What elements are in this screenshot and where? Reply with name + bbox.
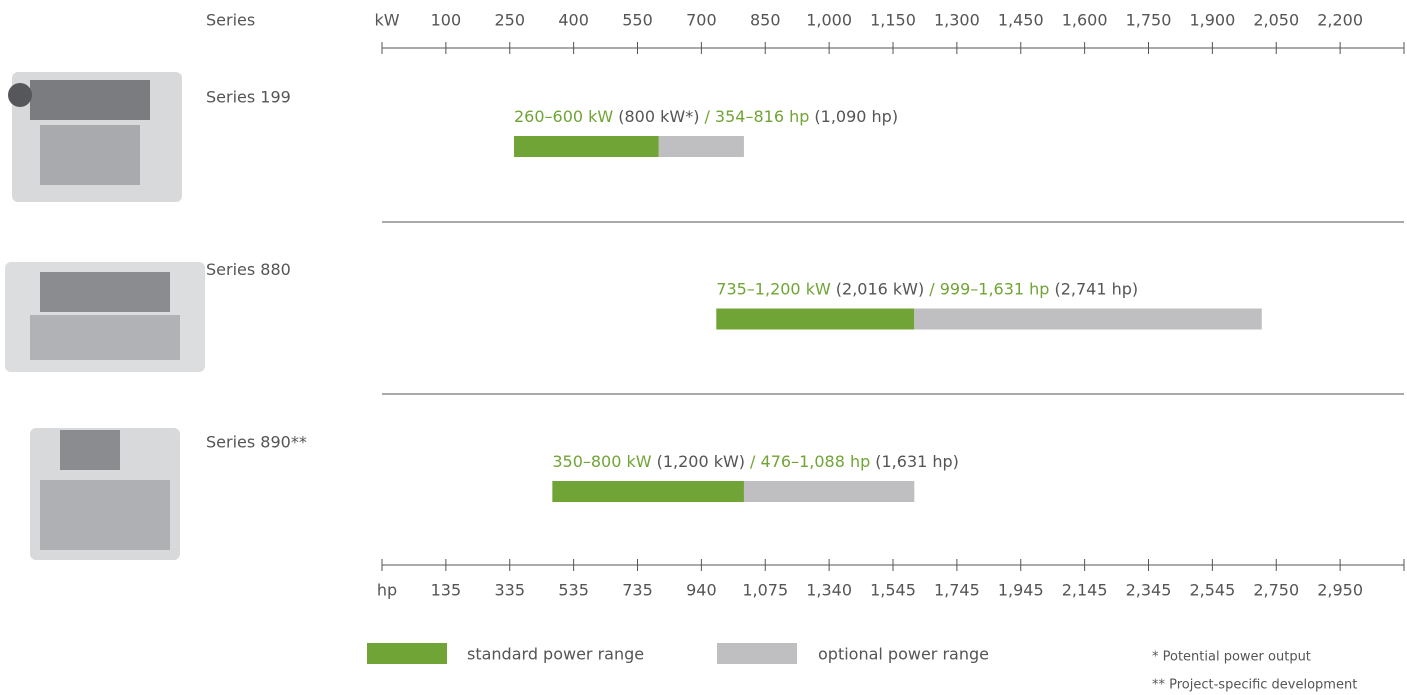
engine-image	[8, 72, 182, 202]
optional-bar	[914, 309, 1261, 330]
x2-tick-label: 1,745	[934, 581, 980, 600]
standard-bar	[514, 136, 659, 157]
row-name: Series 199	[206, 88, 291, 107]
x-tick-label: 550	[622, 11, 653, 30]
x-tick-label: 1,450	[998, 11, 1044, 30]
label-part: (1,090 hp)	[814, 107, 898, 126]
x-tick-label: 1,000	[806, 11, 852, 30]
x2-tick-label: 1,075	[742, 581, 788, 600]
x2-tick-label: 2,145	[1062, 581, 1108, 600]
x-tick-label: 700	[686, 11, 717, 30]
footnote: ** Project-specific development	[1152, 678, 1357, 693]
x-tick-label: 850	[750, 11, 781, 30]
label-part: (1,631 hp)	[875, 452, 959, 471]
label-part: 735–1,200 kW	[716, 279, 831, 298]
x2-tick-label: 335	[494, 581, 525, 600]
optional-bar	[659, 136, 744, 157]
x-unit: kW	[374, 11, 399, 30]
label-part: (1,200 kW)	[657, 452, 745, 471]
optional-bar	[744, 481, 914, 502]
x2-tick-label: 1,340	[806, 581, 852, 600]
x2-unit: hp	[377, 581, 397, 600]
engine-image	[5, 262, 205, 372]
row-header: Series	[206, 11, 255, 30]
x-tick-label: 250	[494, 11, 525, 30]
x-tick-label: 2,200	[1317, 11, 1363, 30]
standard-bar	[716, 309, 914, 330]
x-tick-label: 400	[558, 11, 589, 30]
row-name: Series 880	[206, 260, 291, 279]
range-label: 260–600 kW (800 kW*) / 354–816 hp (1,090 hp…	[514, 107, 898, 126]
x-tick-label: 1,300	[934, 11, 980, 30]
x-tick-label: 2,050	[1253, 11, 1299, 30]
chart: Series kW hp * Potential power output **…	[0, 0, 1407, 695]
standard-bar	[552, 481, 744, 502]
label-part: (2,741 hp)	[1054, 279, 1138, 298]
x-tick-label: 100	[431, 11, 462, 30]
x2-tick-label: 735	[622, 581, 653, 600]
label-part: (2,016 kW)	[836, 279, 924, 298]
x2-tick-label: 2,750	[1253, 581, 1299, 600]
x-tick-label: 1,600	[1062, 11, 1108, 30]
label-part: / 999–1,631 hp	[929, 279, 1049, 298]
range-label: 735–1,200 kW (2,016 kW) / 999–1,631 hp (2,7…	[716, 279, 1138, 298]
range-label: 350–800 kW (1,200 kW) / 476–1,088 hp (1,631…	[552, 452, 959, 471]
x-tick-label: 1,900	[1189, 11, 1235, 30]
row-name: Series 890**	[206, 433, 307, 452]
engine-image	[30, 428, 180, 560]
label-part: 350–800 kW	[552, 452, 651, 471]
x2-tick-label: 1,545	[870, 581, 916, 600]
x2-tick-label: 2,345	[1126, 581, 1172, 600]
footnote: * Potential power output	[1152, 650, 1311, 665]
legend-swatch	[367, 643, 447, 664]
legend-label: standard power range	[467, 645, 644, 664]
x2-tick-label: 535	[558, 581, 589, 600]
x-tick-label: 1,750	[1126, 11, 1172, 30]
legend-swatch	[717, 643, 797, 664]
x2-tick-label: 1,945	[998, 581, 1044, 600]
x2-tick-label: 2,545	[1189, 581, 1235, 600]
x2-tick-label: 940	[686, 581, 717, 600]
label-part: 260–600 kW	[514, 107, 613, 126]
label-part: (800 kW*)	[618, 107, 699, 126]
x2-tick-label: 2,950	[1317, 581, 1363, 600]
x2-tick-label: 135	[431, 581, 462, 600]
x-tick-label: 1,150	[870, 11, 916, 30]
label-part: / 476–1,088 hp	[750, 452, 870, 471]
label-part: / 354–816 hp	[704, 107, 809, 126]
engine-images	[5, 72, 205, 560]
legend-label: optional power range	[818, 645, 989, 664]
